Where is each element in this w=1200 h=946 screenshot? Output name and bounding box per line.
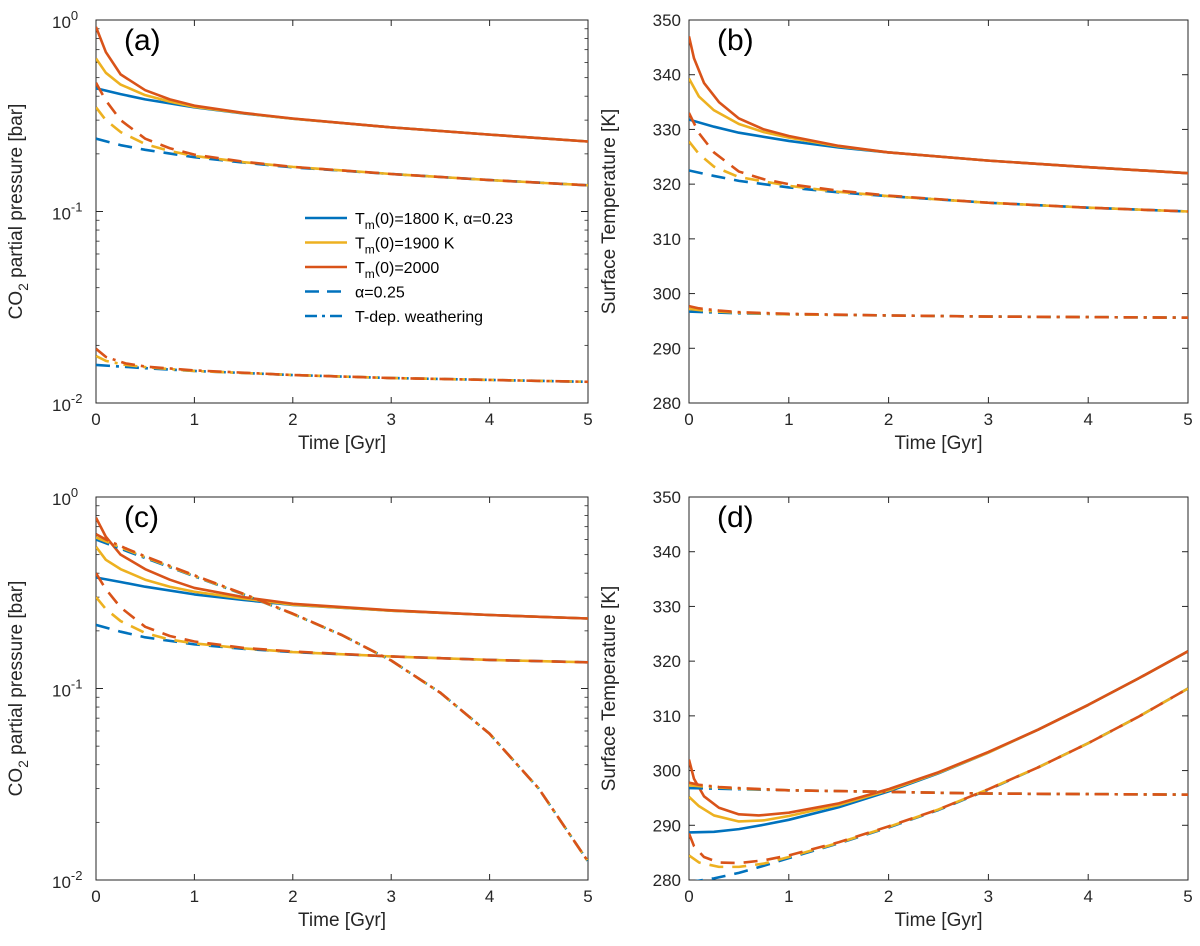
y-tick-label: 10-2 [52, 868, 82, 892]
y-tick-label: 310 [653, 707, 681, 726]
x-tick-label: 5 [583, 887, 592, 906]
legend-entry-4: T-dep. weathering [355, 309, 483, 326]
y-tick-label: 350 [653, 11, 681, 30]
y-axis-label: CO2 partial pressure [bar] [6, 581, 31, 797]
series-line-2 [96, 517, 588, 620]
series-line-7 [96, 354, 588, 384]
series-group [689, 650, 1188, 880]
series-line-5 [96, 572, 588, 664]
legend-entry-0: Tm(0)=1800 K, α=0.23 [355, 211, 513, 232]
x-tick-label: 1 [190, 410, 199, 429]
x-tick-label: 0 [91, 887, 100, 906]
series-line-2 [96, 26, 588, 143]
plot-area [95, 19, 589, 404]
series-group [96, 517, 588, 863]
y-tick-label: 330 [653, 597, 681, 616]
y-tick-label: 330 [653, 120, 681, 139]
x-tick-label: 2 [288, 410, 297, 429]
y-tick-label: 320 [653, 175, 681, 194]
x-axis-label: Time [Gyr] [895, 910, 983, 931]
y-tick-label: 290 [653, 339, 681, 358]
x-axis-label: Time [Gyr] [895, 433, 983, 454]
panel-tag: (a) [124, 24, 161, 57]
panel-b: 0 1 2 3 4 5 280 290 300 310 320 330 340 350 Time [Gyr]… [599, 11, 1193, 454]
y-tick-label: 10-1 [52, 200, 82, 224]
panel-d: 0 1 2 3 4 5 280 290 300 310 320 330 340 350 Time [Gyr]… [599, 488, 1193, 931]
x-tick-label: 2 [288, 887, 297, 906]
series-line-8 [96, 532, 588, 863]
y-axis-label: Surface Temperature [K] [599, 586, 620, 792]
y-tick-label: 300 [653, 285, 681, 304]
x-tick-label: 1 [784, 887, 793, 906]
x-axis-label: Time [Gyr] [298, 433, 386, 454]
series-line-4 [96, 596, 588, 664]
panel-tag: (d) [717, 501, 754, 534]
legend: Tm(0)=1800 K, α=0.23 Tm(0)=1900 K Tm(0)=20… [305, 211, 513, 326]
legend-entry-1: Tm(0)=1900 K [355, 236, 455, 257]
y-tick-label: 320 [653, 652, 681, 671]
y-tick-label: 340 [653, 66, 681, 85]
plot-area [688, 19, 1189, 404]
series-line-5 [96, 82, 588, 187]
x-tick-label: 4 [1083, 887, 1092, 906]
series-group [689, 36, 1188, 319]
series-line-2 [689, 36, 1188, 175]
x-tick-label: 2 [884, 887, 893, 906]
legend-entry-2: Tm(0)=2000 [355, 260, 439, 281]
y-tick-label: 290 [653, 816, 681, 835]
y-tick-label: 10-1 [52, 677, 82, 701]
series-line-2 [689, 650, 1188, 817]
y-tick-label: 280 [653, 394, 681, 413]
x-tick-label: 0 [684, 410, 693, 429]
plot-area [688, 496, 1189, 881]
y-tick-label: 280 [653, 871, 681, 890]
series-line-4 [96, 106, 588, 187]
series-line-8 [689, 304, 1188, 319]
plot-area [95, 496, 589, 881]
x-tick-label: 4 [485, 887, 494, 906]
x-tick-label: 5 [583, 410, 592, 429]
y-tick-label: 310 [653, 230, 681, 249]
y-tick-label: 300 [653, 762, 681, 781]
series-line-4 [689, 140, 1188, 213]
y-axis-label: CO2 partial pressure [bar] [6, 104, 31, 320]
legend-entry-3: α=0.25 [355, 285, 405, 302]
y-tick-label: 100 [52, 485, 78, 509]
x-tick-label: 0 [91, 410, 100, 429]
x-axis-label: Time [Gyr] [298, 910, 386, 931]
x-tick-label: 4 [1083, 410, 1092, 429]
x-tick-label: 4 [485, 410, 494, 429]
x-tick-label: 3 [984, 887, 993, 906]
y-axis-label: Surface Temperature [K] [599, 109, 620, 315]
x-tick-label: 1 [784, 410, 793, 429]
series-line-8 [689, 781, 1188, 796]
y-tick-label: 10-2 [52, 391, 82, 415]
x-tick-label: 3 [386, 887, 395, 906]
x-tick-label: 3 [984, 410, 993, 429]
x-tick-label: 1 [190, 887, 199, 906]
y-tick-label: 100 [52, 8, 78, 32]
panel-a: 0 1 2 3 4 5 10-2 10-1 100 Time [Gyr] CO2 partial p… [6, 8, 593, 454]
series-line-5 [689, 687, 1188, 865]
x-tick-label: 5 [1183, 410, 1192, 429]
series-group [96, 26, 588, 384]
y-tick-label: 350 [653, 488, 681, 507]
x-tick-label: 3 [386, 410, 395, 429]
x-tick-label: 2 [884, 410, 893, 429]
panel-tag: (b) [717, 24, 754, 57]
panel-c: 0 1 2 3 4 5 10-2 10-1 100 Time [Gyr] CO2 partial p… [6, 485, 593, 931]
x-tick-label: 0 [684, 887, 693, 906]
panel-tag: (c) [124, 501, 159, 534]
x-tick-label: 5 [1183, 887, 1192, 906]
y-tick-label: 340 [653, 543, 681, 562]
